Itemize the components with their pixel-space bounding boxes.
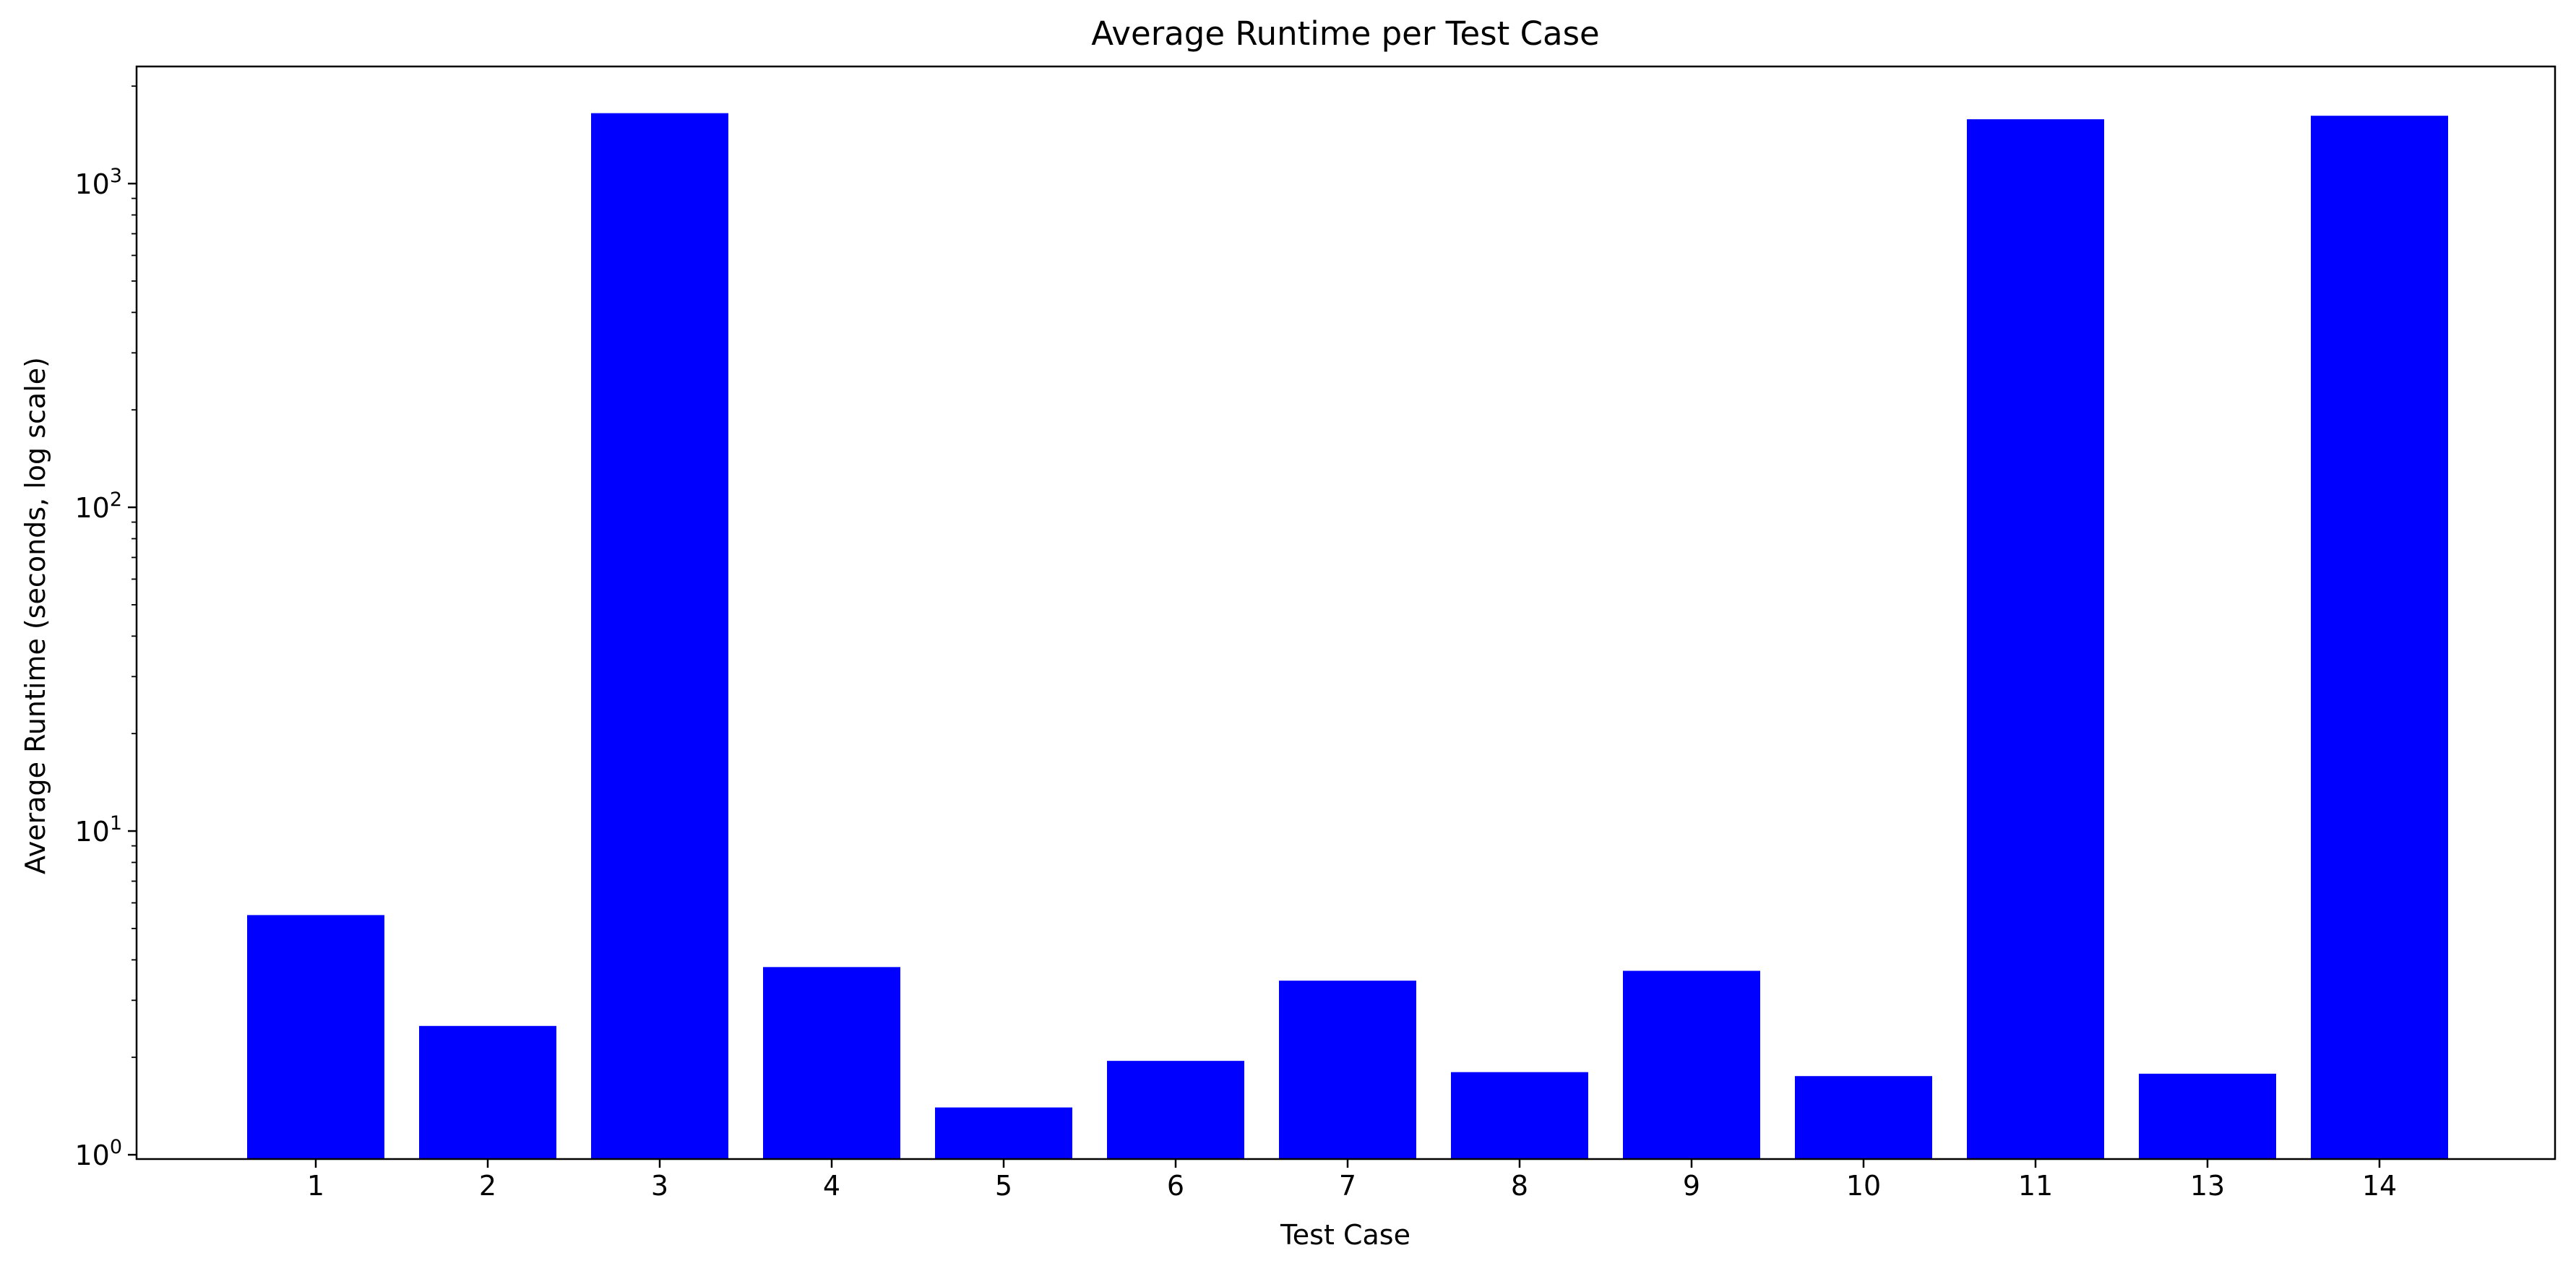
bar-test-case-1 [247,915,384,1159]
bar-test-case-9 [1623,970,1760,1159]
x-tick-label: 7 [1339,1170,1356,1202]
bar-test-case-7 [1279,981,1416,1159]
x-tick-label: 3 [651,1170,668,1202]
y-tick-label: 100 [74,1136,122,1171]
bar-test-case-10 [1795,1076,1932,1159]
bar-test-case-4 [763,967,900,1159]
bar-test-case-6 [1107,1061,1244,1159]
y-axis-label: Average Runtime (seconds, log scale) [20,357,51,874]
x-tick-label: 1 [307,1170,324,1202]
x-axis-label: Test Case [1280,1219,1410,1251]
chart-title: Average Runtime per Test Case [1091,14,1599,53]
x-tick-label: 8 [1511,1170,1528,1202]
x-tick-label: 11 [2018,1170,2053,1202]
y-tick-label: 102 [74,488,122,524]
x-tick-label: 14 [2362,1170,2397,1202]
bars-layer [247,113,2448,1160]
x-tick-label: 9 [1683,1170,1700,1202]
bar-test-case-14 [2311,116,2448,1159]
x-tick-label: 10 [1846,1170,1881,1202]
bar-test-case-3 [591,113,728,1160]
x-tick-label: 2 [479,1170,496,1202]
bar-test-case-5 [935,1107,1072,1159]
x-tick-label: 13 [2190,1170,2225,1202]
plot-area-frame [135,65,2556,1160]
x-tick-label: 6 [1167,1170,1184,1202]
x-tick-label: 5 [995,1170,1012,1202]
bar-test-case-2 [419,1025,556,1159]
ticks-layer: 1 2 3 4 5 6 7 8 9 10 11 13 14 100 101 102 103 [74,85,2397,1202]
x-tick-label: 4 [823,1170,840,1202]
bar-test-case-11 [1967,119,2104,1159]
bar-test-case-8 [1451,1072,1588,1159]
y-tick-label: 101 [74,812,122,848]
bar-test-case-13 [2139,1073,2276,1159]
y-tick-label: 103 [74,165,122,200]
